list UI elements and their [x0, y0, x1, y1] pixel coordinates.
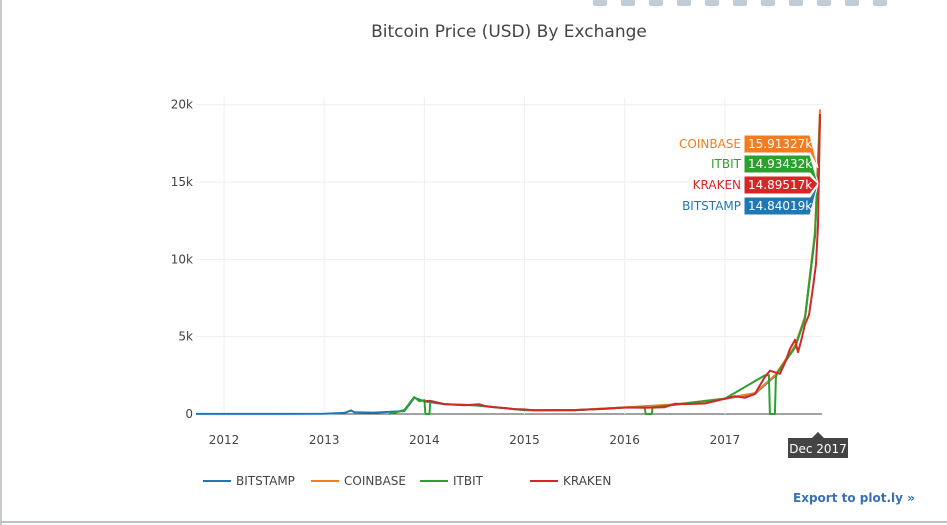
hover-series-value: 14.93432k	[748, 157, 812, 171]
reset-axes-icon[interactable]	[789, 0, 803, 6]
autoscale-icon[interactable]	[761, 0, 775, 6]
x-tick-label: 2012	[209, 433, 240, 447]
plotly-logo-icon[interactable]	[873, 0, 887, 6]
x-hover-label: Dec 2017	[787, 432, 848, 458]
hover-label-kraken: KRAKEN 14.89517k	[693, 175, 819, 195]
hover-series-name: KRAKEN	[693, 178, 741, 192]
legend-label: BITSTAMP	[236, 474, 295, 488]
zoom-out-icon[interactable]	[733, 0, 747, 6]
hover-box	[743, 175, 819, 195]
legend-item-itbit[interactable]: ITBIT	[420, 474, 484, 488]
x-tick-label: 2013	[309, 433, 340, 447]
zoom-in-icon[interactable]	[705, 0, 719, 6]
axes: 0 5k 10k 15k 20k 2012 2013 2014 2015 2016 2017	[171, 98, 740, 447]
x-tick-label: 2016	[609, 433, 640, 447]
hover-compare-icon[interactable]	[845, 0, 859, 6]
x-hover-box	[787, 432, 848, 458]
legend-label: KRAKEN	[563, 474, 611, 488]
x-tick-label: 2014	[409, 433, 440, 447]
export-to-plotly-link[interactable]: Export to plot.ly »	[793, 491, 915, 505]
hover-box	[743, 134, 819, 169]
zoom-icon[interactable]	[649, 0, 663, 6]
modebar[interactable]	[593, 0, 887, 8]
x-tick-label: 2015	[509, 433, 540, 447]
hover-label-itbit: ITBIT 14.93432k	[711, 154, 819, 184]
y-tick-label: 5k	[178, 330, 193, 344]
y-tick-label: 15k	[171, 175, 193, 189]
hover-series-name: BITSTAMP	[682, 199, 741, 213]
legend-item-coinbase[interactable]: COINBASE	[311, 474, 406, 488]
legend-item-kraken[interactable]: KRAKEN	[530, 474, 611, 488]
legend-label: ITBIT	[453, 474, 484, 488]
hover-series-value: 14.84019k	[748, 199, 812, 213]
pan-icon[interactable]	[677, 0, 691, 6]
series-line-kraken[interactable]	[424, 113, 821, 412]
y-tick-label: 10k	[171, 252, 193, 266]
hover-series-value: 15.91327k	[748, 137, 812, 151]
hover-box	[743, 184, 819, 216]
legend-item-bitstamp[interactable]: BITSTAMP	[203, 474, 295, 488]
camera-icon[interactable]	[593, 0, 607, 6]
hover-series-name: COINBASE	[679, 137, 741, 151]
hover-label-coinbase: COINBASE 15.91327k	[679, 134, 819, 169]
y-tick-label: 20k	[171, 98, 193, 112]
hover-series-name: ITBIT	[711, 157, 742, 171]
y-tick-label: 0	[185, 407, 193, 421]
hover-labels: COINBASE 15.91327k ITBIT 14.93432k KRAKEN 14.…	[679, 134, 848, 458]
bottom-border	[0, 521, 947, 523]
series-lines	[196, 109, 821, 415]
left-border	[0, 0, 2, 525]
chart-title: Bitcoin Price (USD) By Exchange	[371, 22, 647, 42]
x-tick-label: 2017	[710, 433, 741, 447]
legend-label: COINBASE	[344, 474, 406, 488]
save-icon[interactable]	[621, 0, 635, 6]
grid	[196, 97, 822, 415]
hover-box	[743, 154, 819, 184]
hover-label-bitstamp: BITSTAMP 14.84019k	[682, 184, 819, 216]
legend[interactable]: BITSTAMP COINBASE ITBIT KRAKEN	[203, 474, 611, 488]
x-hover-text: Dec 2017	[789, 442, 847, 456]
spike-lines-icon[interactable]	[817, 0, 831, 6]
hover-series-value: 14.89517k	[748, 178, 812, 192]
